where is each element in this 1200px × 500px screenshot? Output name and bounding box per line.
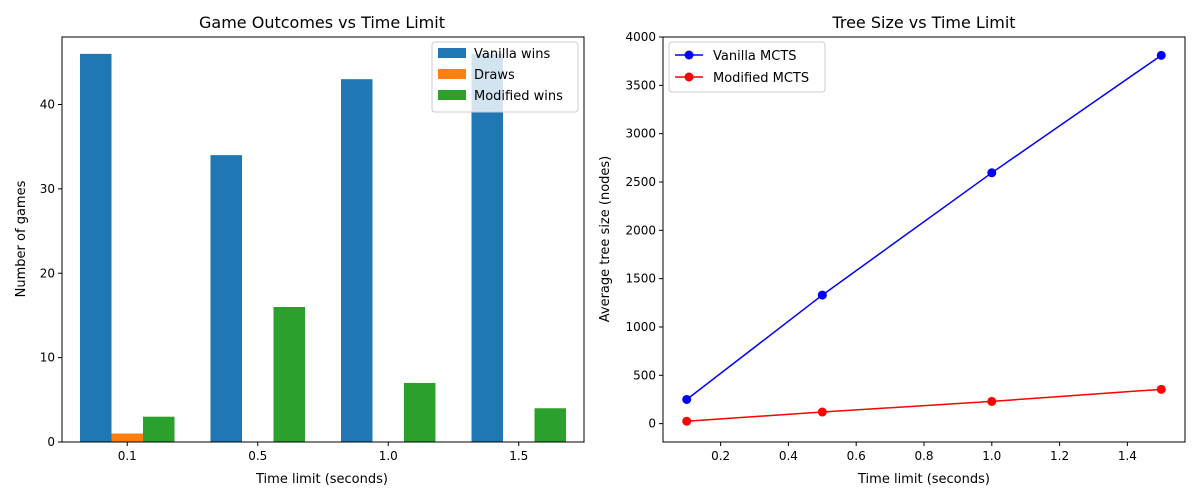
bar (273, 307, 305, 442)
bars-group (80, 53, 566, 443)
legend-box (431, 41, 579, 113)
x-tick-label: 0.4 (779, 449, 798, 463)
plot-frame (61, 36, 585, 443)
data-point (817, 407, 827, 417)
x-tick-label: 0.6 (847, 449, 866, 463)
axes-group: 0 500 1000 1500 2000 2500 3000 3500 4000 0.2 0.4 0.… (625, 30, 1186, 463)
data-point (682, 394, 692, 404)
chart-title: Game Outcomes vs Time Limit (199, 13, 445, 32)
legend-swatch (438, 90, 466, 100)
legend: Vanilla MCTS Modified MCTS (668, 41, 826, 93)
legend-swatch (438, 69, 466, 79)
x-axis-label: Time limit (seconds) (857, 472, 990, 487)
x-tick-label: 1.0 (379, 449, 398, 463)
legend-label: Vanilla wins (474, 47, 551, 62)
data-point (987, 396, 997, 406)
bar (341, 79, 373, 442)
legend-label: Modified wins (474, 89, 563, 104)
line-chart-tree-size: Tree Size vs Time Limit 0 500 1000 1500 2000… (598, 13, 1186, 487)
y-tick-label: 1000 (625, 320, 656, 334)
plot-frame (662, 36, 1186, 443)
legend-marker (684, 72, 694, 82)
legend-label: Draws (474, 68, 515, 83)
x-tick-label: 1.5 (509, 449, 528, 463)
bar (534, 408, 566, 442)
y-tick-label: 2500 (625, 175, 656, 189)
chart-title: Tree Size vs Time Limit (831, 13, 1015, 32)
x-tick-label: 1.0 (982, 449, 1001, 463)
bar (210, 155, 242, 443)
legend-label: Vanilla MCTS (713, 49, 797, 64)
x-tick-label: 1.2 (1050, 449, 1069, 463)
y-tick-label: 500 (633, 368, 656, 382)
y-tick-label: 4000 (625, 30, 656, 44)
legend-box (668, 41, 826, 93)
y-tick-label: 20 (40, 266, 55, 280)
data-point (987, 168, 997, 178)
y-tick-label: 30 (40, 182, 55, 196)
y-tick-label: 0 (648, 417, 656, 431)
data-point (1156, 384, 1166, 394)
lines-group (682, 50, 1166, 426)
data-point (682, 416, 692, 426)
y-tick-label: 40 (40, 98, 55, 112)
bar-chart-game-outcomes: Game Outcomes vs Time Limit 0 10 20 30 40 0.1… (14, 13, 585, 487)
y-axis-label: Average tree size (nodes) (598, 156, 613, 323)
data-point (1156, 50, 1166, 60)
series-line (686, 388, 1162, 422)
series-line (686, 54, 1162, 401)
y-tick-label: 2000 (625, 223, 656, 237)
axes-group: 0 10 20 30 40 0.1 0.5 1.0 1.5 (40, 36, 585, 463)
y-tick-label: 0 (47, 435, 55, 449)
y-tick-label: 3500 (625, 78, 656, 92)
bar (111, 433, 143, 442)
bar (80, 53, 112, 443)
bar (471, 53, 503, 443)
x-tick-label: 0.8 (914, 449, 933, 463)
bar (404, 382, 436, 442)
legend-label: Modified MCTS (713, 71, 809, 86)
y-tick-label: 3000 (625, 127, 656, 141)
y-tick-label: 10 (40, 351, 55, 365)
legend-swatch (438, 48, 466, 58)
y-axis-label: Number of games (14, 180, 29, 297)
bar (143, 416, 175, 442)
x-tick-label: 0.1 (118, 449, 137, 463)
x-tick-label: 0.2 (711, 449, 730, 463)
x-axis-label: Time limit (seconds) (255, 472, 388, 487)
legend-marker (684, 50, 694, 60)
data-point (817, 290, 827, 300)
legend: Vanilla wins Draws Modified wins (431, 41, 579, 113)
x-tick-label: 0.5 (248, 449, 267, 463)
y-tick-label: 1500 (625, 272, 656, 286)
x-tick-label: 1.4 (1118, 449, 1137, 463)
